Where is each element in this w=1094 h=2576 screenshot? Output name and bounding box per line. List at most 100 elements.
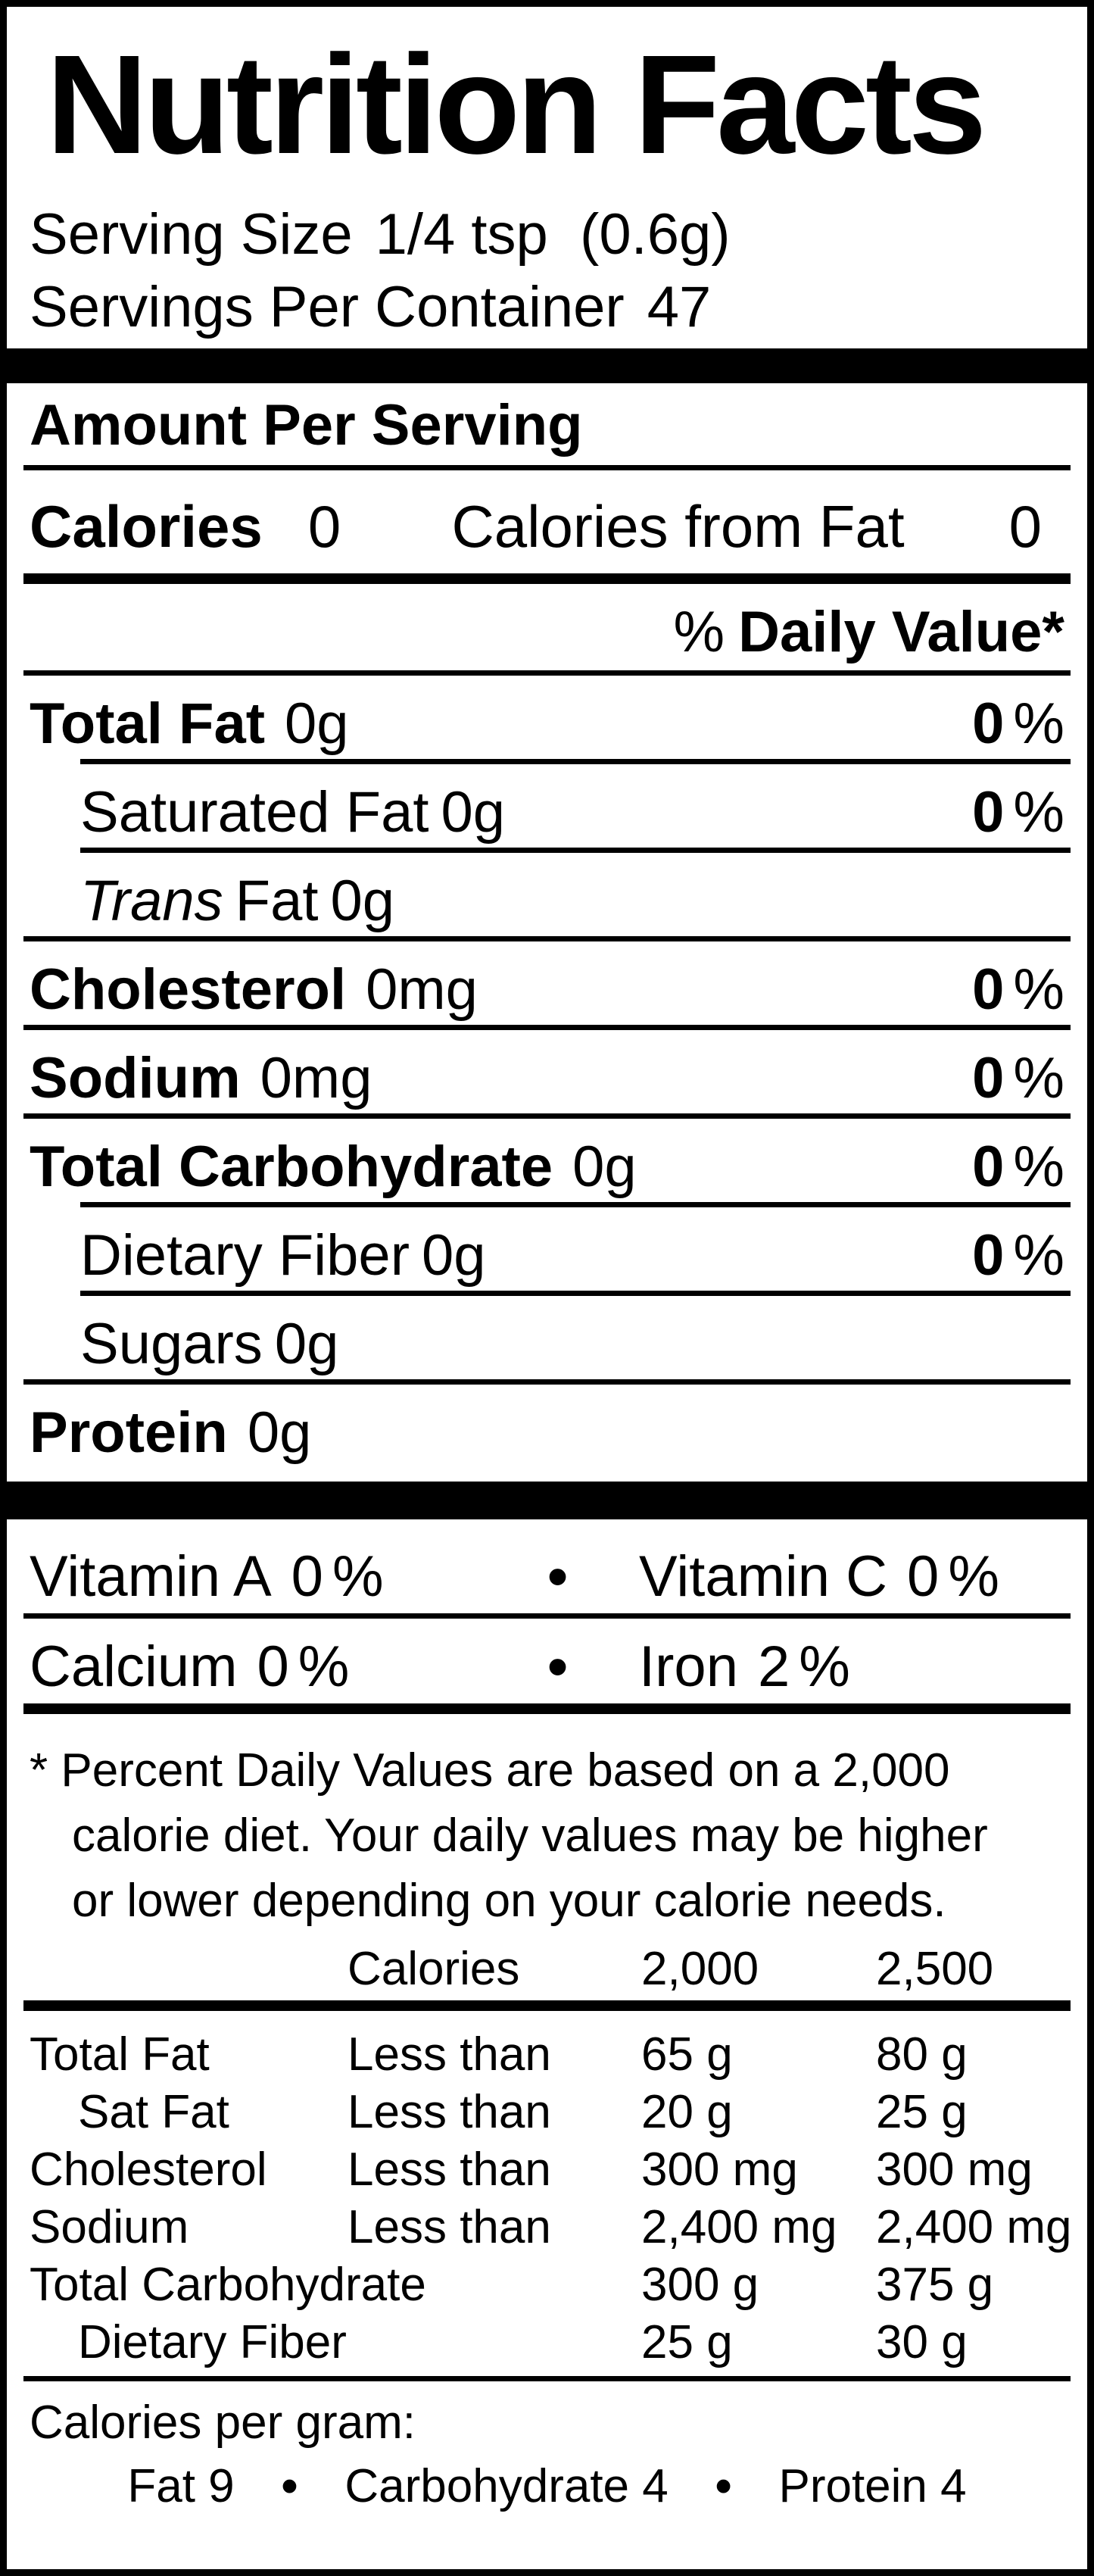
dv-value: 0: [972, 1046, 1005, 1111]
separator-thin: [23, 1613, 1071, 1619]
nutrient-row-saturated-fat: Saturated Fat 0g 0%: [30, 782, 1064, 843]
separator-thin: [23, 465, 1071, 471]
bullet-icon: •: [715, 2460, 732, 2513]
separator-thin-indented: [80, 1291, 1071, 1297]
separator-thin-indented: [80, 1202, 1071, 1208]
row-qualifier: [348, 2314, 641, 2371]
row-2500-value: 80 g: [876, 2028, 968, 2081]
vitamin-right: Iron 2%: [597, 1637, 1064, 1697]
dv-table-row-dietary-fiber: Dietary Fiber 25 g 30 g: [30, 2314, 1064, 2371]
footnote-line: or lower depending on your calorie needs…: [72, 1875, 946, 1928]
percent-sign: %: [948, 1544, 999, 1610]
separator-thin: [23, 2376, 1071, 2382]
servings-per-container-value: 47: [647, 275, 712, 340]
nutrient-row-total-carbohydrate: Total Carbohydrate 0g 0%: [30, 1137, 1064, 1197]
vitamin-left: Vitamin A 0%: [30, 1547, 518, 1607]
row-qualifier: [348, 2256, 641, 2314]
nutrient-name: Dietary Fiber: [80, 1223, 410, 1288]
bullet-icon: •: [547, 1635, 568, 1700]
serving-size-row: Serving Size 1/4 tsp (0.6g): [30, 205, 1064, 265]
servings-per-container-row: Servings Per Container 47: [30, 277, 1064, 338]
row-name: Dietary Fiber: [78, 2316, 347, 2369]
vitamin-value: 0: [257, 1635, 289, 1700]
footnote-line: calorie diet. Your daily values may be h…: [72, 1809, 988, 1863]
separator-thin: [23, 670, 1071, 676]
row-2000-value: 65 g: [641, 2028, 733, 2081]
row-qualifier: Less than: [348, 2201, 551, 2254]
row-2000-value: 20 g: [641, 2086, 733, 2139]
serving-size-label: Serving Size: [30, 202, 353, 267]
row-2000-value: 2,400 mg: [641, 2201, 837, 2254]
daily-value-heading: % Daily Value*: [30, 600, 1065, 665]
bullet-icon: •: [281, 2460, 298, 2513]
row-name: Sat Fat: [78, 2086, 229, 2139]
row-2000-value: 300 g: [641, 2259, 759, 2312]
percent-sign: %: [298, 1635, 350, 1700]
row-qualifier: Less than: [348, 2144, 551, 2197]
calories-from-fat-label: Calories from Fat: [451, 493, 905, 560]
nutrient-dv: 0%: [972, 1226, 1064, 1286]
dv-table-header: Calories 2,000 2,500: [30, 1944, 1064, 1994]
nutrient-row-sodium: Sodium 0mg 0%: [30, 1048, 1064, 1109]
serving-size-value: 1/4 tsp (0.6g): [375, 202, 731, 267]
vitamin-name: Calcium: [30, 1635, 238, 1700]
calories-label: Calories: [30, 493, 263, 560]
nutrient-name: Fat: [235, 869, 319, 934]
nutrient-amount: 0g: [285, 692, 349, 757]
nutrient-name: Sugars: [80, 1312, 263, 1377]
nutrient-name: Protein: [30, 1400, 228, 1466]
percent-sign: %: [799, 1635, 850, 1700]
nutrient-name: Cholesterol: [30, 957, 347, 1023]
dv-value: 0: [972, 957, 1005, 1023]
vitamin-name: Vitamin A: [30, 1544, 272, 1610]
amount-per-serving-heading: Amount Per Serving: [30, 393, 583, 458]
nutrient-dv: 0%: [972, 960, 1064, 1020]
separator-thin: [23, 1379, 1071, 1385]
vitamin-value: 0: [907, 1544, 940, 1610]
vitamin-name: Vitamin C: [639, 1544, 888, 1610]
nutrient-name: Total Fat: [30, 692, 266, 757]
dv-table-header-2500: 2,500: [876, 1943, 994, 1996]
nutrient-amount: 0g: [330, 869, 394, 934]
nutrient-name: Total Carbohydrate: [30, 1135, 553, 1200]
separator-thin: [23, 936, 1071, 942]
footnote-line: * Percent Daily Values are based on a 2,…: [30, 1744, 950, 1797]
separator-thin-indented: [80, 759, 1071, 765]
row-2500-value: 2,400 mg: [876, 2201, 1072, 2254]
nutrient-name-italic: Trans: [80, 869, 223, 934]
percent-sign: %: [1013, 1046, 1064, 1111]
cpg-carbohydrate: Carbohydrate 4: [344, 2460, 669, 2513]
vitamin-value: 0: [291, 1544, 323, 1610]
daily-values-footnote: * Percent Daily Values are based on a 2,…: [30, 1738, 1064, 1934]
servings-per-container-label: Servings Per Container: [30, 275, 625, 340]
calories-from-fat-value: 0: [1008, 493, 1042, 560]
row-name: Total Fat: [30, 2028, 210, 2081]
nutrient-dv: 0%: [972, 782, 1064, 843]
row-2000-value: 25 g: [641, 2316, 733, 2369]
separator-thick: [23, 573, 1071, 585]
dv-value: 0: [972, 1135, 1005, 1200]
row-qualifier: Less than: [348, 2028, 551, 2081]
vitamin-value: 2: [757, 1635, 790, 1700]
nutrient-amount: 0g: [441, 780, 506, 845]
nutrient-amount: 0g: [572, 1135, 637, 1200]
dv-value: 0: [972, 780, 1005, 845]
row-2500-value: 375 g: [876, 2259, 994, 2312]
percent-sign: %: [332, 1544, 384, 1610]
dv-table-header-calories: Calories: [348, 1943, 520, 1996]
dv-value: 0: [972, 1223, 1005, 1288]
calories-per-gram-heading: Calories per gram:: [30, 2396, 416, 2450]
row-qualifier: Less than: [348, 2086, 551, 2139]
nutrient-amount: 0mg: [260, 1046, 372, 1111]
nutrient-row-protein: Protein 0g: [30, 1403, 1064, 1463]
dv-table-row-sodium: Sodium Less than 2,400 mg 2,400 mg: [30, 2199, 1072, 2256]
nutrient-amount: 0g: [274, 1312, 339, 1377]
nutrient-name: Saturated Fat: [80, 780, 429, 845]
daily-value-label: Daily Value*: [738, 600, 1064, 665]
separator-thick: [23, 1703, 1071, 1715]
nutrient-row-trans-fat: Trans Fat 0g: [30, 871, 1064, 932]
dv-table-row-cholesterol: Cholesterol Less than 300 mg 300 mg: [30, 2141, 1064, 2199]
separator-thin: [23, 1113, 1071, 1119]
row-name: Total Carbohydrate: [30, 2259, 426, 2312]
row-2500-value: 30 g: [876, 2316, 968, 2369]
